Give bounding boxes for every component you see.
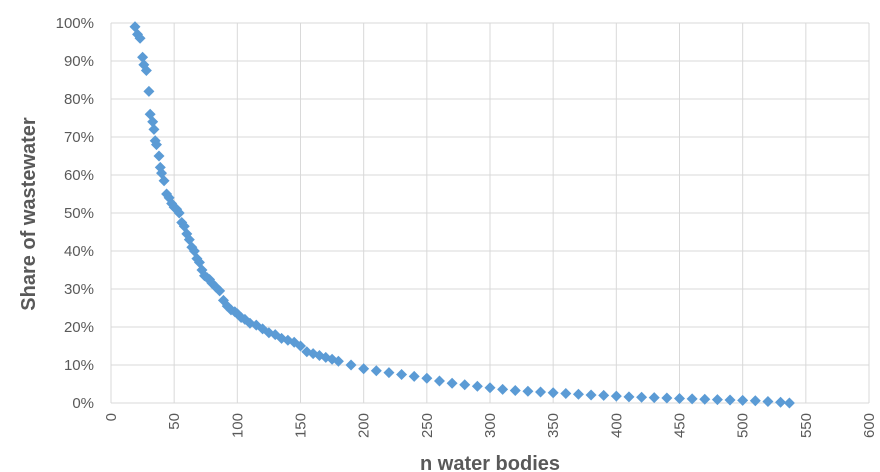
x-tick-label: 50	[166, 413, 183, 430]
data-point	[471, 380, 483, 392]
data-point	[421, 372, 433, 384]
data-point	[433, 375, 445, 387]
y-axis-ticks: 0% 10% 20% 30% 40% 50% 60% 70% 80% 90% 100%	[56, 15, 94, 412]
data-point	[134, 32, 146, 44]
gridlines	[110, 22, 870, 404]
x-tick-label: 600	[861, 413, 878, 438]
y-tick-label: 40%	[64, 243, 94, 260]
x-tick-label: 200	[356, 413, 373, 438]
data-point	[383, 367, 395, 379]
data-point	[737, 394, 749, 406]
data-point	[370, 365, 382, 377]
data-point	[522, 385, 534, 397]
data-point	[214, 285, 226, 297]
data-point	[572, 388, 584, 400]
data-point	[173, 207, 185, 219]
data-point	[484, 382, 496, 394]
data-point	[585, 389, 597, 401]
x-tick-label: 450	[672, 413, 689, 438]
y-tick-label: 20%	[64, 319, 94, 336]
x-tick-label: 300	[482, 413, 499, 438]
data-point	[345, 359, 357, 371]
data-point	[148, 123, 160, 135]
data-point	[358, 363, 370, 375]
x-tick-label: 250	[419, 413, 436, 438]
data-points	[129, 21, 795, 409]
x-tick-label: 350	[545, 413, 562, 438]
data-point	[158, 175, 170, 187]
x-tick-label: 100	[229, 413, 246, 438]
data-point	[137, 51, 149, 63]
y-tick-label: 30%	[64, 281, 94, 298]
x-tick-label: 0	[103, 413, 120, 421]
data-point	[459, 379, 471, 391]
data-point	[153, 150, 165, 162]
y-tick-label: 60%	[64, 167, 94, 184]
x-tick-label: 400	[608, 413, 625, 438]
data-point	[636, 391, 648, 403]
data-point	[147, 116, 159, 128]
data-point	[775, 396, 787, 408]
data-point	[497, 383, 509, 395]
data-point	[661, 392, 673, 404]
x-tick-label: 500	[735, 413, 752, 438]
y-axis-title: Share of wastewater	[18, 117, 40, 311]
data-point	[509, 384, 521, 396]
y-tick-label: 80%	[64, 91, 94, 108]
data-point	[547, 387, 559, 399]
data-point	[560, 388, 572, 399]
data-point	[686, 393, 698, 405]
y-tick-label: 10%	[64, 357, 94, 374]
y-tick-label: 100%	[56, 15, 94, 32]
data-point	[598, 389, 610, 401]
data-point	[140, 65, 152, 76]
y-tick-label: 90%	[64, 53, 94, 70]
y-tick-label: 70%	[64, 129, 94, 146]
data-point	[396, 369, 408, 380]
data-point	[724, 394, 736, 406]
data-point	[749, 395, 761, 407]
data-point	[783, 397, 795, 409]
x-axis-title: n water bodies	[420, 453, 560, 472]
data-point	[295, 340, 306, 352]
data-point	[711, 394, 723, 406]
data-point	[674, 392, 685, 404]
data-point	[408, 370, 420, 382]
data-point	[623, 391, 635, 403]
x-tick-label: 550	[798, 413, 815, 438]
data-point	[699, 393, 711, 405]
data-point	[648, 392, 660, 404]
data-point	[762, 395, 774, 407]
data-point	[610, 390, 622, 402]
data-point	[446, 377, 458, 389]
data-point	[150, 139, 162, 151]
y-tick-label: 0%	[72, 395, 94, 412]
y-tick-label: 50%	[64, 205, 94, 222]
data-point	[143, 85, 155, 97]
x-tick-label: 150	[293, 413, 310, 438]
data-point	[535, 386, 547, 398]
x-axis-ticks: 0 50 100 150 200 250 300 350 400 450 500 550 600	[103, 413, 878, 438]
data-point	[332, 355, 344, 367]
